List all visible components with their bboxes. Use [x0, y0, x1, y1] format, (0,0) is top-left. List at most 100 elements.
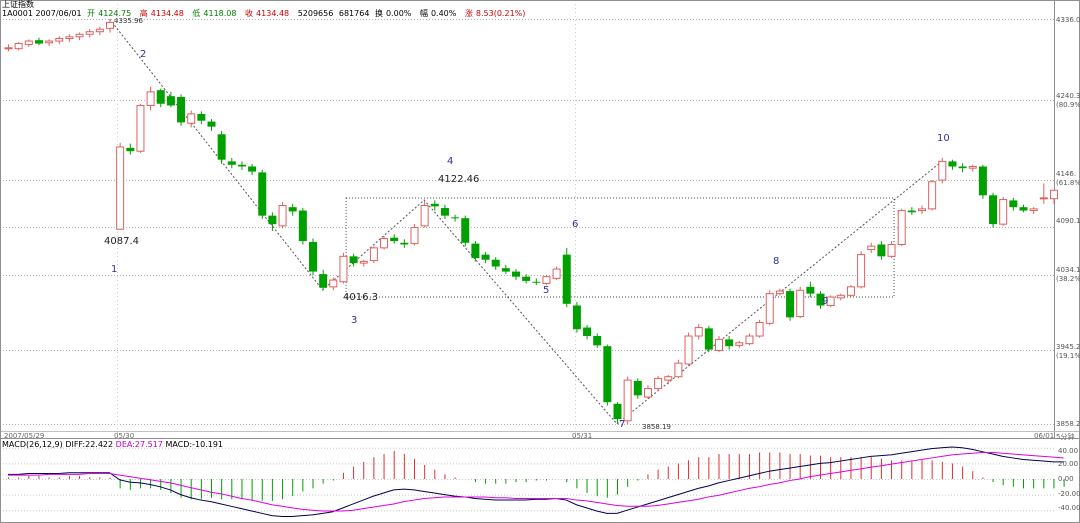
price-axis-label: 3858.2 — [1056, 420, 1080, 428]
price-axis-label: (19.1%) — [1056, 352, 1080, 360]
price-axis-label: (38.2%) — [1056, 275, 1080, 283]
value-label-3858: 3858.19 — [642, 423, 671, 431]
candle-body-up — [45, 40, 54, 44]
candle-body-down — [1019, 207, 1028, 211]
low-value: 4118.08 — [203, 9, 237, 18]
candle-body-down — [481, 254, 490, 260]
candle-body-up — [187, 113, 196, 124]
wave-label-4: 4 — [447, 156, 454, 167]
candle-body-up — [542, 276, 551, 284]
value-label-4087: 4087.4 — [104, 236, 139, 247]
candle-body-down — [512, 271, 520, 277]
macd-axis-label: 40.00 — [1058, 447, 1079, 455]
candlestick-series — [4, 19, 1058, 425]
candle-body-down — [349, 256, 358, 264]
candle-body-down — [583, 327, 592, 337]
macd-axis-label: -40.00 — [1058, 504, 1080, 512]
wave-label-10: 10 — [937, 133, 950, 144]
candle-body-up — [1029, 208, 1038, 212]
date-label-4: 06/01 — [1034, 432, 1055, 440]
price-grid — [0, 0, 1080, 439]
candle-body-down — [440, 208, 449, 216]
candle-body-up — [1039, 197, 1048, 200]
candle-body-up — [4, 47, 13, 50]
candle-body-down — [572, 305, 581, 330]
candle-body-down — [491, 259, 500, 267]
candle-body-up — [836, 294, 845, 299]
diff-label: DIFF: — [65, 440, 86, 449]
code-date: 1A0001 2007/06/01 — [2, 9, 82, 18]
macd-label: MACD(26,12,9) — [2, 440, 63, 449]
value-label-4016: 4016.3 — [343, 292, 378, 303]
candle-body-down — [288, 207, 297, 212]
candle-body-up — [897, 210, 906, 245]
dea-line — [8, 451, 1064, 512]
candle-body-up — [755, 321, 764, 337]
candle-body-up — [95, 28, 104, 33]
candle-body-up — [887, 243, 896, 257]
candle-body-down — [562, 254, 571, 304]
candle-body-up — [694, 327, 703, 337]
price-axis-label: 4336.0 — [1056, 16, 1080, 24]
price-axis-label: 4240.3 — [1056, 92, 1080, 100]
candle-body-up — [65, 36, 74, 39]
price-axis-label: (61.8%) — [1056, 179, 1080, 187]
candle-body-down — [907, 210, 916, 213]
candle-body-up — [380, 238, 389, 249]
dea-value: 27.517 — [134, 440, 163, 449]
candle-body-down — [461, 218, 470, 243]
diff-value: 22.422 — [85, 440, 114, 449]
candle-body-down — [319, 274, 328, 288]
candle-body-up — [359, 260, 368, 264]
wave-label-7: 7 — [619, 419, 626, 430]
candle-body-down — [603, 346, 612, 403]
candle-body-up — [1049, 189, 1058, 200]
candle-body-up — [938, 160, 947, 181]
wave-label-2: 2 — [140, 49, 147, 60]
candle-body-down — [207, 121, 216, 127]
wave-label-1: 1 — [111, 264, 118, 275]
amplitude-value: 0.40% — [430, 9, 457, 18]
candle-body-down — [704, 328, 713, 350]
wave-label-3: 3 — [351, 315, 358, 326]
candle-body-down — [237, 164, 246, 167]
candle-body-up — [867, 245, 876, 251]
candle-body-up — [735, 342, 744, 346]
open-label: 开 — [87, 9, 96, 18]
candle-body-up — [654, 377, 663, 390]
candle-body-down — [806, 286, 815, 294]
price-axis-label: 4090.1 — [1056, 217, 1080, 225]
candle-body-up — [24, 40, 33, 45]
candle-body-down — [217, 134, 226, 160]
price-axis-label: 3945.2 — [1056, 343, 1080, 351]
candle-body-up — [664, 376, 673, 381]
diff-line — [8, 446, 1064, 517]
candle-body-down — [1009, 200, 1018, 208]
volume-value: 5209656 — [297, 9, 334, 18]
candle-body-down — [430, 203, 439, 207]
wave-label-9: 9 — [822, 296, 829, 307]
dea-label: DEA: — [115, 440, 135, 449]
candle-body-up — [106, 21, 114, 29]
candle-body-up — [552, 268, 561, 279]
candle-body-up — [745, 335, 754, 345]
candle-body-up — [369, 247, 378, 262]
candle-body-down — [958, 166, 967, 169]
candle-body-down — [298, 210, 307, 242]
candle-body-up — [85, 31, 94, 35]
candle-body-up — [643, 388, 652, 398]
date-label-2: 05/30 — [114, 432, 135, 440]
candle-body-down — [613, 403, 622, 420]
candle-body-up — [278, 204, 287, 227]
candle-body-down — [400, 242, 409, 245]
candle-body-down — [268, 215, 277, 225]
candle-body-up — [420, 204, 429, 227]
turnover-label: 换 — [374, 9, 383, 18]
candle-body-up — [846, 286, 855, 296]
change-value: 8.53(0.21%) — [475, 9, 526, 18]
wave-overlays — [109, 18, 943, 425]
candle-body-down — [166, 96, 175, 106]
macd-value: -10.191 — [192, 440, 224, 449]
candle-body-up — [136, 104, 145, 152]
close-label: 收 — [245, 9, 254, 18]
